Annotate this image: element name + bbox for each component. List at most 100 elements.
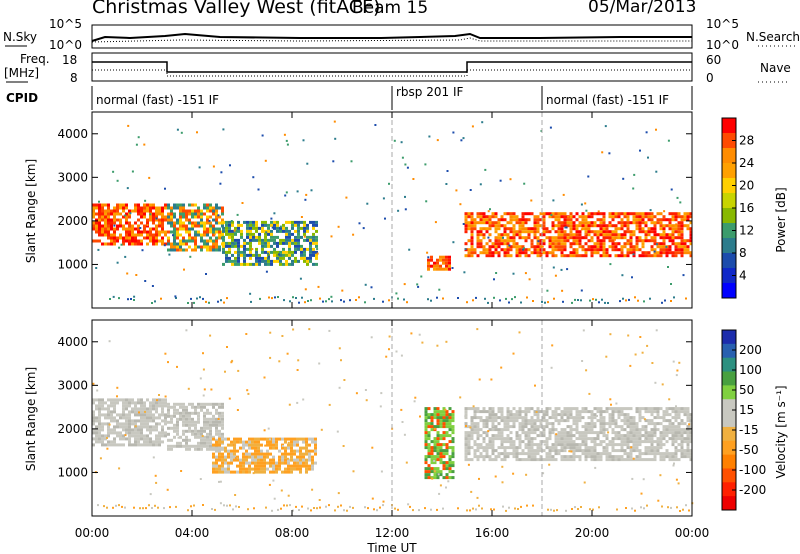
scatter-cell [242,443,245,447]
scatter-cell [125,413,128,417]
scatter-cell [311,440,314,444]
scatter-cell [602,410,606,414]
scatter-cell [107,221,110,225]
speckle [567,215,570,218]
scatter-cell [284,440,287,444]
scatter-cell [470,245,474,249]
colorbar-tick-label: 12 [739,224,754,238]
speckle [118,246,121,249]
scatter-cell [524,443,528,447]
scatter-cell [485,215,489,219]
scatter-cell [246,241,249,245]
scatter-cell [209,441,212,445]
speckle [364,389,367,391]
scatter-cell [179,411,182,415]
scatter-cell [638,215,642,219]
scatter-cell [212,470,215,474]
ground-scatter-cell [511,298,513,301]
scatter-cell [206,227,209,231]
scatter-cell [101,242,104,246]
scatter-cell [689,215,693,219]
scatter-cell [650,434,654,438]
speckle [609,263,612,266]
scatter-cell [104,242,107,246]
scatter-cell [572,455,576,459]
scatter-cell [674,434,678,438]
scatter-cell [433,467,437,471]
scatter-cell [680,422,684,426]
scatter-cell [433,446,437,450]
scatter-cell [542,425,546,429]
scatter-cell [448,255,451,259]
scatter-cell [662,218,666,222]
scatter-cell [315,262,318,266]
scatter-cell [683,455,687,459]
scatter-cell [512,440,516,444]
scatter-cell [587,233,591,237]
scatter-cell [128,443,131,447]
scatter-cell [167,411,170,415]
scatter-cell [98,437,101,441]
scatter-cell [152,443,155,447]
scatter-cell [620,455,624,459]
scatter-cell [611,212,615,216]
scatter-cell [677,407,681,411]
scatter-cell [258,226,261,230]
scatter-cell [653,428,657,432]
scatter-cell [230,452,233,456]
scatter-cell [197,420,200,424]
scatter-cell [275,470,278,474]
speckle [413,400,416,403]
speckle [523,182,526,185]
scatter-cell [656,428,660,432]
scatter-cell [512,233,516,237]
scatter-cell [479,227,483,231]
scatter-cell [110,224,113,228]
scatter-cell [521,236,525,240]
scatter-cell [617,413,621,417]
x-axis-ticks: 00:00 04:00 08:00 12:00 16:00 20:00 00:00 [75,112,709,540]
speckle [672,360,675,363]
scatter-cell [476,428,480,432]
scatter-cell [635,449,639,453]
scatter-cell [293,440,296,444]
scatter-cell [137,407,140,411]
scatter-cell [185,444,188,448]
scatter-cell [140,443,143,447]
scatter-cell [476,215,480,219]
scatter-cell [518,410,522,414]
scatter-cell [215,440,218,444]
speckle [379,405,382,408]
scatter-cell [599,410,603,414]
speckle [306,162,309,165]
scatter-cell [248,464,251,468]
scatter-cell [128,425,131,429]
scatter-cell [635,434,639,438]
scatter-cell [152,239,155,243]
scatter-cell [689,251,693,255]
scatter-cell [653,440,657,444]
scatter-cell [638,218,642,222]
scatter-cell [587,431,591,435]
scatter-cell [107,440,110,444]
scatter-cell [470,242,474,246]
scatter-cell [445,422,449,426]
scatter-cell [614,425,618,429]
scatter-cell [134,404,137,408]
scatter-cell [164,434,167,438]
scatter-cell [312,247,315,251]
scatter-cell [167,408,170,412]
scatter-cell [545,452,549,456]
scatter-cell [225,259,228,263]
scatter-cell [542,230,546,234]
scatter-cell [584,458,588,462]
scatter-cell [590,431,594,435]
speckle [148,176,151,179]
speckle [554,274,557,277]
scatter-cell [464,455,468,459]
scatter-cell [569,242,573,246]
scatter-cell [424,473,428,477]
scatter-cell [296,467,299,471]
scatter-cell [632,419,636,423]
scatter-cell [581,440,585,444]
